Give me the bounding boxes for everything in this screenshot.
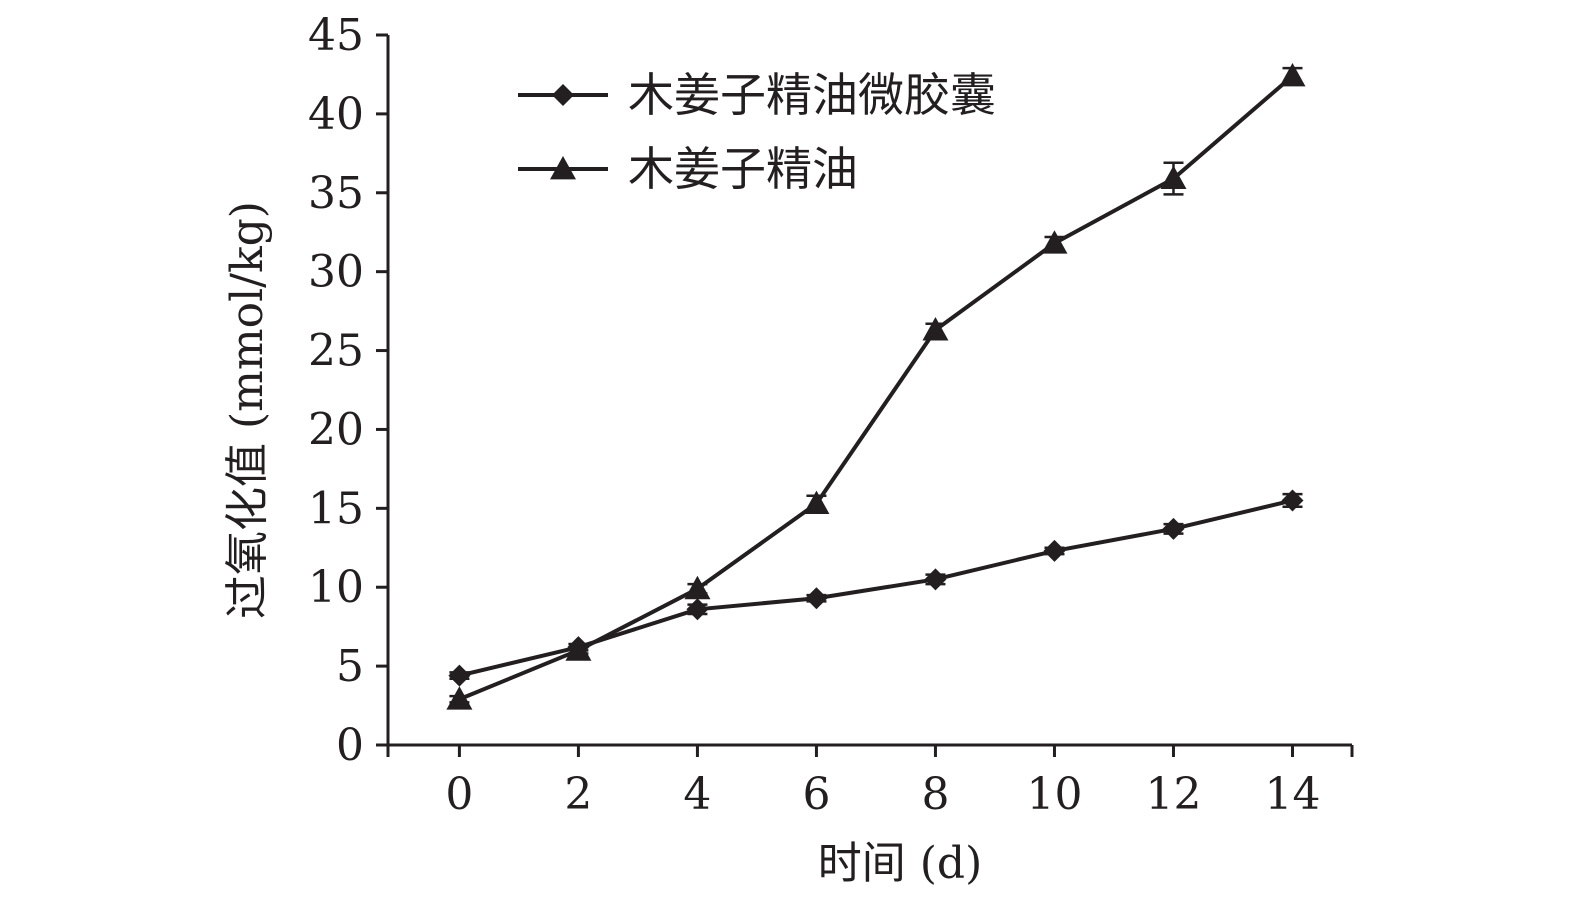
legend-item: 木姜子精油 bbox=[518, 142, 858, 196]
data-point bbox=[803, 490, 830, 514]
data-point bbox=[1162, 517, 1185, 540]
x-tick-label: 2 bbox=[564, 769, 592, 820]
data-point bbox=[1279, 63, 1306, 87]
y-axis-label: 过氧化值 (mmol/kg) bbox=[222, 201, 273, 619]
legend-marker bbox=[550, 156, 576, 180]
legend-marker bbox=[552, 84, 574, 106]
legend-item: 木姜子精油微胶囊 bbox=[518, 68, 996, 122]
axes: 0 5 10 15 20 25 30 35 40 45 0 2 4 6 8 10 12 14 bbox=[308, 10, 1354, 820]
series-layer bbox=[446, 63, 1306, 710]
data-point bbox=[686, 598, 709, 621]
y-tick-label: 40 bbox=[308, 89, 364, 140]
x-tick-label: 10 bbox=[1026, 769, 1082, 820]
data-point bbox=[1160, 165, 1187, 189]
series-1 bbox=[446, 63, 1306, 710]
y-tick-label: 10 bbox=[308, 562, 364, 613]
y-tick-label: 25 bbox=[308, 326, 364, 377]
data-point bbox=[565, 637, 592, 661]
x-tick-label: 8 bbox=[921, 769, 949, 820]
data-point bbox=[1281, 489, 1304, 512]
y-tick-label: 30 bbox=[308, 247, 364, 298]
x-tick-label: 0 bbox=[445, 769, 473, 820]
y-tick-label: 15 bbox=[308, 483, 364, 534]
data-point bbox=[1043, 539, 1066, 562]
data-point bbox=[684, 575, 711, 600]
data-point bbox=[448, 664, 471, 687]
data-point bbox=[922, 317, 949, 341]
y-tick-label: 20 bbox=[308, 404, 364, 455]
x-tick-label: 14 bbox=[1264, 769, 1320, 820]
y-tick-label: 45 bbox=[308, 10, 364, 61]
data-point bbox=[1041, 230, 1068, 254]
legend-label: 木姜子精油 bbox=[628, 142, 858, 196]
y-tick-label: 0 bbox=[336, 720, 364, 771]
x-axis-label: 时间 (d) bbox=[818, 838, 982, 889]
x-tick-label: 6 bbox=[802, 769, 830, 820]
legend-label: 木姜子精油微胶囊 bbox=[628, 68, 996, 122]
x-tick-label: 4 bbox=[683, 769, 711, 820]
y-tick-label: 35 bbox=[308, 168, 364, 219]
data-point bbox=[805, 587, 828, 610]
x-tick-label: 12 bbox=[1145, 769, 1201, 820]
data-point bbox=[924, 568, 947, 591]
y-tick-label: 5 bbox=[336, 641, 364, 692]
data-point bbox=[446, 686, 473, 710]
series-line bbox=[458, 74, 1294, 702]
